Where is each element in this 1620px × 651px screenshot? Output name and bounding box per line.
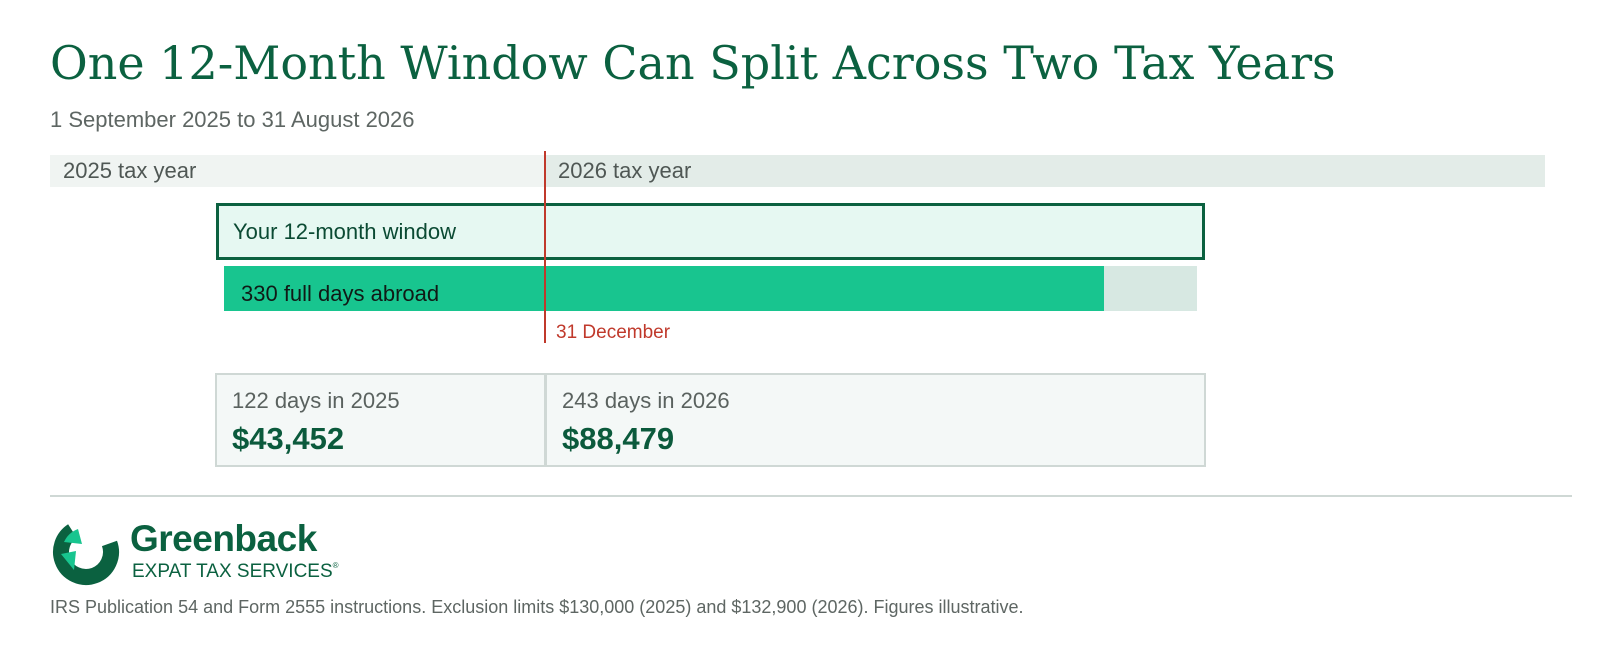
split-2026-box: 243 days in 2026 $88,479 <box>545 373 1206 467</box>
footer-divider <box>50 495 1572 497</box>
days-abroad-label: 330 full days abroad <box>241 281 440 306</box>
source-footnote: IRS Publication 54 and Form 2555 instruc… <box>50 597 1024 617</box>
split-2026-days: 243 days in 2026 <box>562 388 730 413</box>
split-2025-amount: $43,452 <box>232 421 345 456</box>
brand-subtitle: EXPAT TAX SERVICES® <box>132 561 339 583</box>
days-abroad-track: 330 full days abroad <box>224 266 1197 311</box>
tax-year-2026-band: 2026 tax year <box>545 155 1545 187</box>
year-end-divider-label: 31 December <box>556 322 671 343</box>
split-2025-days: 122 days in 2025 <box>232 388 400 413</box>
greenback-logo-icon <box>53 519 119 585</box>
days-abroad-fill <box>224 266 1104 311</box>
twelve-month-window-box: Your 12-month window <box>216 203 1205 260</box>
year-end-divider-line <box>544 151 546 343</box>
tax-year-2025-band: 2025 tax year <box>50 155 545 187</box>
date-range-subtitle: 1 September 2025 to 31 August 2026 <box>50 107 415 132</box>
registered-mark: ® <box>332 561 339 570</box>
brand-name: Greenback <box>130 518 317 559</box>
window-label: Your 12-month window <box>233 219 456 244</box>
brand-subtitle-text: EXPAT TAX SERVICES <box>132 561 333 582</box>
page-title: One 12-Month Window Can Split Across Two… <box>50 36 1336 90</box>
split-2025-box: 122 days in 2025 $43,452 <box>215 373 546 467</box>
split-2026-amount: $88,479 <box>562 421 675 456</box>
